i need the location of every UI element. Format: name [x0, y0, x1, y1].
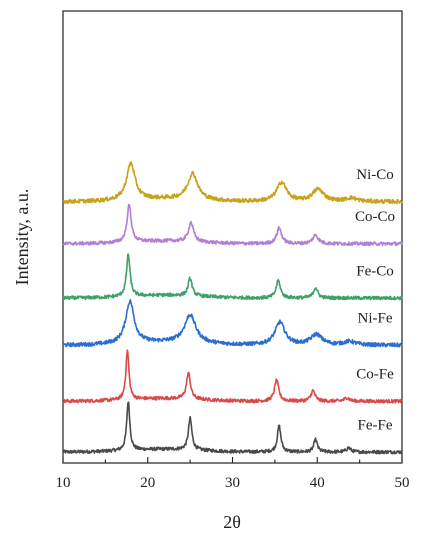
series-label-fe-fe: Fe-Fe — [358, 417, 393, 433]
plot-frame — [62, 10, 403, 464]
series-label-co-fe: Co-Fe — [356, 367, 394, 383]
x-axis-title: 2θ — [223, 512, 241, 532]
series-line-fe-co — [62, 253, 403, 301]
series-line-co-fe — [62, 349, 403, 404]
series-labels: Fe-Fe Co-Fe Ni-Fe Fe-Co Co-Co Ni-Co — [355, 167, 395, 433]
series-line-ni-co — [62, 161, 403, 205]
y-axis-title: Intensity, a.u. — [12, 189, 32, 286]
x-tick-label: 30 — [225, 475, 240, 491]
series-label-co-co: Co-Co — [355, 209, 395, 225]
series-label-ni-fe: Ni-Fe — [358, 311, 393, 327]
series-label-fe-co: Fe-Co — [356, 263, 394, 279]
series-line-co-co — [62, 203, 403, 247]
x-tick-label: 10 — [56, 475, 71, 491]
series-label-ni-co: Ni-Co — [356, 167, 394, 183]
x-tick-label: 20 — [140, 475, 155, 491]
series-group — [62, 161, 403, 455]
x-axis-ticks: 10 20 30 40 50 — [56, 457, 410, 491]
x-tick-label: 40 — [310, 475, 325, 491]
series-line-ni-fe — [62, 299, 403, 348]
x-tick-label: 50 — [395, 475, 410, 491]
series-line-fe-fe — [62, 401, 403, 455]
